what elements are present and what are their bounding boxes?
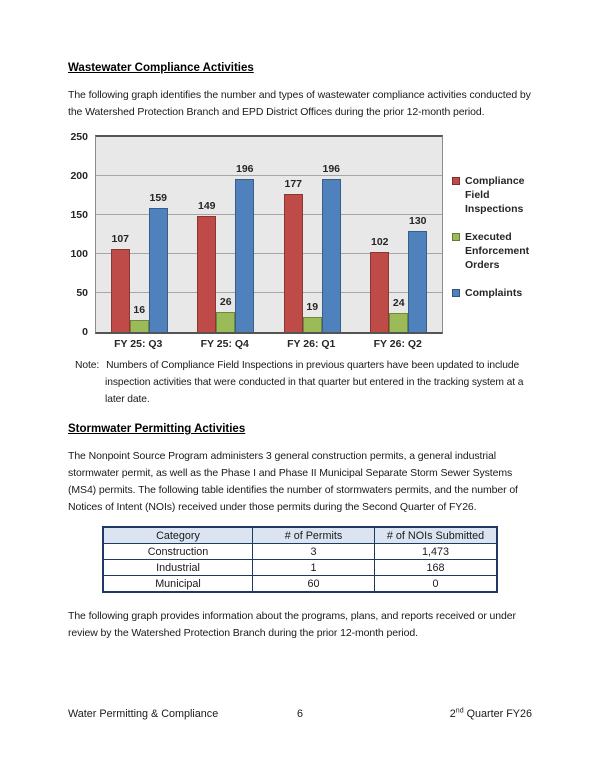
- footer-quarter-label: 2nd Quarter FY26: [449, 707, 533, 720]
- page-footer: Water Permitting & Compliance 6 2nd Quar…: [68, 707, 533, 720]
- bar: [110, 249, 130, 332]
- footer-document-title: Water Permitting & Compliance: [68, 708, 219, 720]
- section-heading-wastewater: Wastewater Compliance Activities: [68, 62, 254, 74]
- x-axis-category-label: FY 26: Q1: [287, 338, 336, 350]
- bar-value-label: 19: [306, 301, 319, 313]
- bar-slot: 26: [216, 296, 236, 332]
- bar-value-label: 26: [219, 296, 232, 308]
- bar-slot: 149: [197, 200, 217, 332]
- table-header-cell-nois: # of NOIs Submitted: [374, 526, 498, 544]
- bar: [321, 179, 341, 332]
- stormwater-intro-paragraph: The Nonpoint Source Program administers …: [68, 450, 518, 513]
- section-heading-stormwater: Stormwater Permitting Activities: [68, 423, 246, 435]
- chart-note: Note: Numbers of Compliance Field Inspect…: [75, 357, 532, 408]
- bar-value-label: 16: [133, 304, 146, 316]
- bar-value-label: 130: [408, 215, 427, 227]
- bar-group: 149 26 196: [183, 137, 270, 332]
- bar-group: 177 19 196: [269, 137, 356, 332]
- legend-item: Executed Enforcement Orders: [452, 230, 534, 272]
- bar: [129, 320, 149, 332]
- y-axis-tick-label: 100: [70, 248, 88, 260]
- table-cell: 3: [252, 543, 375, 560]
- chart-legend: Compliance Field Inspections Executed Enf…: [452, 135, 534, 314]
- bar-value-label: 107: [111, 233, 130, 245]
- bar-slot: 16: [129, 304, 149, 332]
- bar-value-label: 24: [392, 297, 405, 309]
- bar-value-label: 149: [197, 200, 216, 212]
- table-cell: 1: [252, 559, 375, 576]
- bar: [216, 312, 236, 332]
- bar: [302, 317, 322, 332]
- y-axis-tick-label: 200: [70, 170, 88, 182]
- stormwater-permits-table: Category # of Permits # of NOIs Submitte…: [102, 526, 498, 593]
- x-axis-category-label: FY 26: Q2: [373, 338, 422, 350]
- bar-slot: 102: [370, 236, 390, 332]
- y-axis: 0 50 100 150 200 250: [68, 131, 95, 338]
- bar-value-label: 177: [284, 178, 303, 190]
- bar: [389, 313, 409, 332]
- bar: [283, 194, 303, 332]
- footer-page-number: 6: [297, 708, 304, 720]
- table-cell: Construction: [102, 543, 253, 560]
- table-row-municipal: Municipal 60 0: [102, 575, 498, 593]
- page-content: Wastewater Compliance Activities The fol…: [68, 62, 534, 639]
- legend-label: Compliance Field Inspections: [465, 175, 525, 215]
- table-header-cell-permits: # of Permits: [252, 526, 375, 544]
- x-axis: FY 25: Q3 FY 25: Q4 FY 26: Q1 FY 26: Q2: [95, 338, 441, 350]
- bar: [408, 231, 428, 332]
- bar: [197, 216, 217, 332]
- x-axis-category-label: FY 25: Q4: [200, 338, 249, 350]
- table-cell: Municipal: [102, 575, 253, 593]
- bar: [148, 208, 168, 332]
- y-axis-tick-label: 150: [70, 209, 88, 221]
- table-cell: 60: [252, 575, 375, 593]
- bar-value-label: 196: [235, 163, 254, 175]
- table-cell: 1,473: [374, 543, 498, 560]
- programs-paragraph: The following graph provides information…: [68, 610, 516, 639]
- table-header-row: Category # of Permits # of NOIs Submitte…: [102, 526, 498, 544]
- legend-label: Complaints: [465, 287, 523, 299]
- note-label: Note:: [75, 360, 100, 371]
- bar: [370, 252, 390, 332]
- bar-slot: 159: [148, 192, 168, 332]
- y-axis-tick-label: 0: [82, 326, 88, 338]
- gridline: [96, 214, 442, 215]
- legend-marker-icon: [452, 233, 460, 241]
- plot-area: 107 16 159 149 26 196 177 19 196 102 24 130: [95, 135, 443, 334]
- bar-slot: 196: [321, 163, 341, 332]
- table-cell: Industrial: [102, 559, 253, 576]
- wastewater-intro-paragraph: The following graph identifies the numbe…: [68, 89, 531, 118]
- bar: [235, 179, 255, 332]
- bar-value-label: 159: [149, 192, 168, 204]
- bar-group: 107 16 159: [96, 137, 183, 332]
- bar-slot: 24: [389, 297, 409, 332]
- table-header-cell-category: Category: [102, 526, 253, 544]
- table-cell: 168: [374, 559, 498, 576]
- bar-slot: 196: [235, 163, 255, 332]
- y-axis-tick-label: 250: [70, 131, 88, 143]
- legend-item: Complaints: [452, 286, 534, 300]
- bar-slot: 19: [302, 301, 322, 332]
- bar-group: 102 24 130: [356, 137, 443, 332]
- note-text: Numbers of Compliance Field Inspections …: [105, 360, 524, 405]
- bar-slot: 177: [283, 178, 303, 332]
- table-row-industrial: Industrial 1 168: [102, 559, 498, 576]
- bar-value-label: 102: [370, 236, 389, 248]
- table-cell: 0: [374, 575, 498, 593]
- compliance-activities-chart: 0 50 100 150 200 250 107 16 159 149 26 196 177 19 196…: [68, 131, 534, 350]
- bar-value-label: 196: [322, 163, 341, 175]
- legend-item: Compliance Field Inspections: [452, 174, 534, 216]
- gridline: [96, 292, 442, 293]
- table-row-construction: Construction 3 1,473: [102, 543, 498, 560]
- bar-slot: 107: [110, 233, 130, 332]
- legend-marker-icon: [452, 289, 460, 297]
- gridline: [96, 253, 442, 254]
- y-axis-tick-label: 50: [76, 287, 88, 299]
- gridline: [96, 175, 442, 176]
- legend-marker-icon: [452, 177, 460, 185]
- x-axis-category-label: FY 25: Q3: [114, 338, 163, 350]
- legend-label: Executed Enforcement Orders: [465, 231, 530, 271]
- bar-slot: 130: [408, 215, 428, 332]
